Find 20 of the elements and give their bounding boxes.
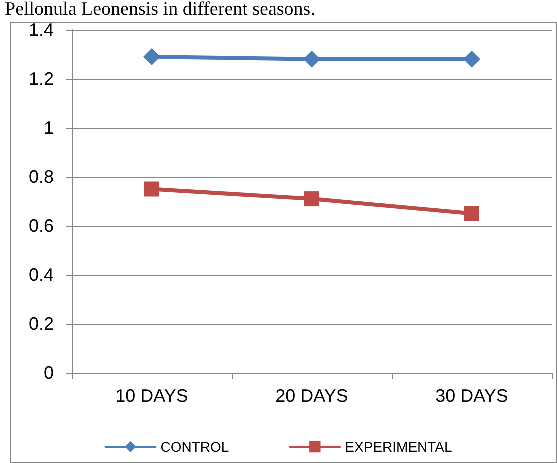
legend-label: EXPERIMENTAL: [345, 439, 452, 455]
y-tick-label: 0.8: [28, 167, 54, 187]
point: [304, 192, 320, 207]
x-tick-label: 10 DAYS: [116, 386, 188, 406]
chart-title: Pellonula Leonensis in different seasons.: [5, 0, 316, 20]
point: [464, 50, 480, 68]
y-tick-label: 1.2: [28, 69, 54, 89]
point: [144, 48, 160, 66]
point: [304, 50, 320, 68]
point: [144, 182, 160, 197]
y-tick-label: 0: [44, 363, 54, 383]
point: [464, 206, 480, 222]
y-tick-label: 0.2: [28, 314, 54, 334]
y-tick-label: 1.4: [28, 20, 54, 40]
y-tick-label: 1: [44, 118, 54, 138]
y-tick-label: 0.6: [28, 216, 54, 236]
x-tick-label: 30 DAYS: [436, 386, 508, 406]
x-tick-label: 20 DAYS: [276, 386, 348, 406]
legend-label: CONTROL: [160, 439, 230, 455]
y-tick-label: 0.4: [28, 265, 54, 285]
